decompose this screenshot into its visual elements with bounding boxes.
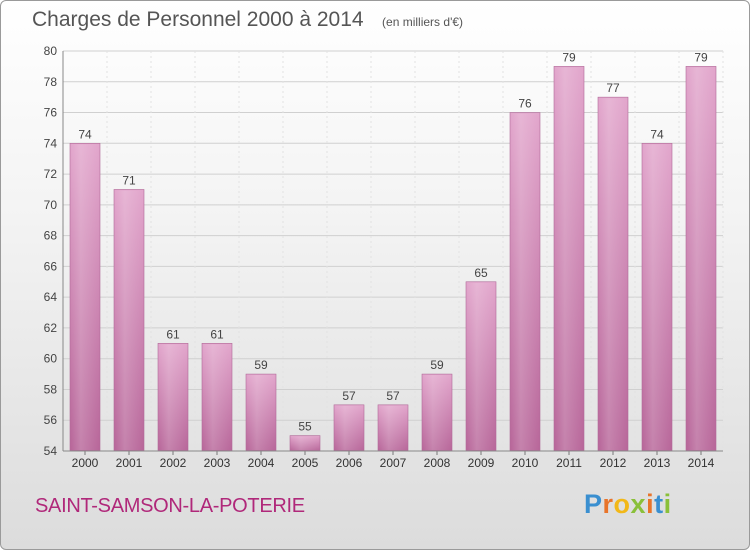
logo-letter: i [646, 489, 655, 519]
bar-value-label: 77 [606, 81, 620, 95]
y-tick-label: 80 [44, 44, 58, 58]
proxiti-logo: Proxiti [584, 489, 672, 520]
y-tick-label: 54 [44, 444, 58, 458]
logo-letter: t [654, 489, 664, 519]
bar-value-label: 57 [342, 389, 356, 403]
bar-highlight [511, 113, 539, 451]
x-tick-label: 2006 [336, 456, 363, 470]
bar-highlight [379, 405, 407, 450]
bar-value-label: 79 [694, 50, 708, 64]
bar-value-label: 74 [650, 127, 664, 141]
y-tick-label: 62 [44, 321, 58, 335]
y-tick-label: 78 [44, 75, 58, 89]
bar-value-label: 57 [386, 389, 400, 403]
label-layer: 74 71 61 61 59 55 57 57 59 65 76 79 77 74 79 [78, 50, 708, 433]
y-tick-label: 74 [44, 136, 58, 150]
y-tick-label: 72 [44, 167, 58, 181]
x-tick-label: 2003 [204, 456, 231, 470]
x-tick-label: 2011 [556, 456, 582, 470]
bar-highlight [643, 144, 671, 451]
chart-subtitle: (en milliers d'€) [382, 15, 464, 29]
bar-value-label: 65 [474, 266, 488, 280]
x-tick-label: 2001 [116, 456, 143, 470]
y-tick-label: 76 [44, 106, 58, 120]
y-tick-label: 60 [44, 352, 58, 366]
bar-highlight [335, 405, 363, 450]
y-tick-label: 66 [44, 259, 58, 273]
bar-value-label: 61 [210, 327, 224, 341]
bar-value-label: 55 [298, 420, 312, 434]
x-tick-label: 2008 [424, 456, 451, 470]
axis-layer: 54 56 58 60 62 64 66 68 70 72 74 76 78 80 2000 2001 2002… [44, 44, 723, 470]
logo-letter: P [584, 489, 603, 519]
bar-highlight [159, 344, 187, 450]
x-tick-label: 2004 [248, 456, 275, 470]
y-tick-label: 64 [44, 290, 58, 304]
bar-highlight [467, 282, 495, 450]
bar-layer [69, 66, 717, 452]
x-tick-label: 2009 [468, 456, 495, 470]
bar-value-label: 59 [254, 358, 268, 372]
bar-highlight [687, 67, 715, 450]
x-tick-label: 2007 [380, 456, 407, 470]
x-tick-label: 2012 [600, 456, 627, 470]
x-tick-label: 2014 [688, 456, 715, 470]
bar-value-label: 76 [518, 97, 532, 111]
y-tick-label: 70 [44, 198, 58, 212]
bar-highlight [599, 98, 627, 451]
bar-value-label: 79 [562, 50, 576, 64]
x-tick-label: 2013 [644, 456, 671, 470]
y-tick-label: 56 [44, 413, 58, 427]
bar-highlight [115, 190, 143, 450]
bar-value-label: 74 [78, 127, 92, 141]
x-tick-label: 2010 [512, 456, 539, 470]
bar-highlight [247, 375, 275, 450]
bar-highlight [291, 436, 319, 450]
chart-title: Charges de Personnel 2000 à 2014 [32, 8, 364, 31]
x-tick-label: 2000 [72, 456, 99, 470]
logo-letter: r [602, 489, 614, 519]
bar-highlight [203, 344, 231, 450]
x-tick-label: 2002 [160, 456, 187, 470]
y-tick-label: 58 [44, 382, 58, 396]
bar-value-label: 59 [430, 358, 444, 372]
bar-value-label: 61 [166, 327, 180, 341]
bar-highlight [71, 144, 99, 451]
bar-highlight [555, 67, 583, 450]
logo-letter: x [630, 489, 647, 519]
bar-value-label: 71 [122, 173, 136, 187]
y-tick-label: 68 [44, 229, 58, 243]
bar-highlight [423, 375, 451, 450]
title-row: Charges de Personnel 2000 à 2014 (en mil… [32, 8, 463, 32]
logo-letter: o [613, 489, 631, 519]
x-tick-label: 2005 [292, 456, 319, 470]
commune-name: SAINT-SAMSON-LA-POTERIE [35, 495, 305, 517]
logo-letter: i [663, 489, 672, 519]
